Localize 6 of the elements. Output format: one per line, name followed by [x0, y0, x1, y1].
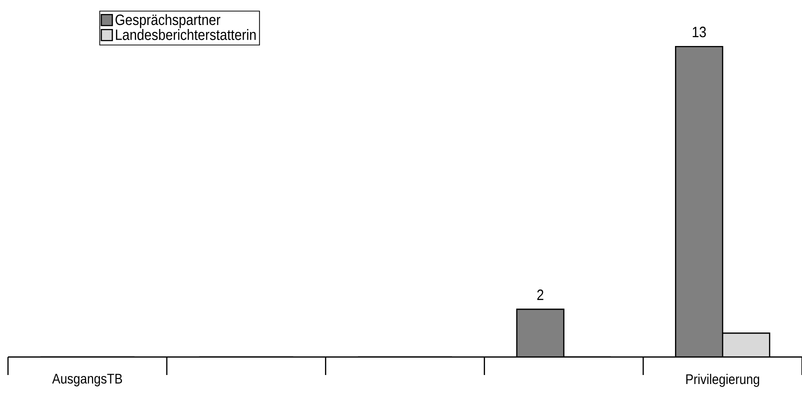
x-tick-label: AusgangsTB — [52, 374, 122, 386]
x-tick-label: Privilegierung — [686, 374, 760, 387]
data-label: 2 — [537, 290, 544, 300]
legend-label: Gesprächspartner — [116, 14, 220, 28]
legend-label: Landesberichterstatterin — [116, 29, 256, 40]
data-label: 13 — [692, 26, 706, 38]
